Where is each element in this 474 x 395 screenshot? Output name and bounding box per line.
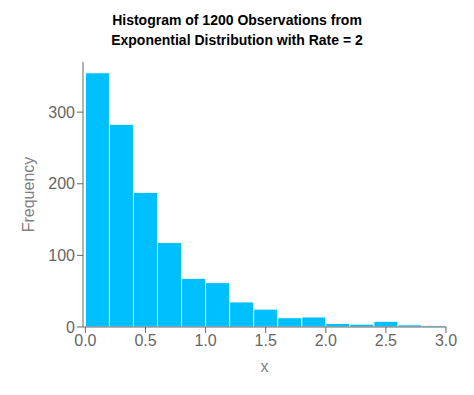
html-text:Histogram of 1200 Observations: Histogram of 1200 Observations from Expo… bbox=[111, 12, 363, 48]
svg-text:x: x bbox=[261, 358, 269, 375]
svg-text:0.5: 0.5 bbox=[134, 332, 156, 349]
svg-text:100: 100 bbox=[48, 247, 75, 264]
svg-text:1.5: 1.5 bbox=[255, 332, 277, 349]
svg-text:Frequency: Frequency bbox=[20, 157, 37, 233]
svg-text:0: 0 bbox=[66, 319, 75, 336]
svg-text:0.0: 0.0 bbox=[74, 332, 96, 349]
svg-text:2.5: 2.5 bbox=[375, 332, 397, 349]
svg-text:2.0: 2.0 bbox=[315, 332, 337, 349]
svg-text:1.0: 1.0 bbox=[194, 332, 216, 349]
svg-text:300: 300 bbox=[48, 104, 75, 121]
svg-text:200: 200 bbox=[48, 175, 75, 192]
svg-text:3.0: 3.0 bbox=[435, 332, 457, 349]
